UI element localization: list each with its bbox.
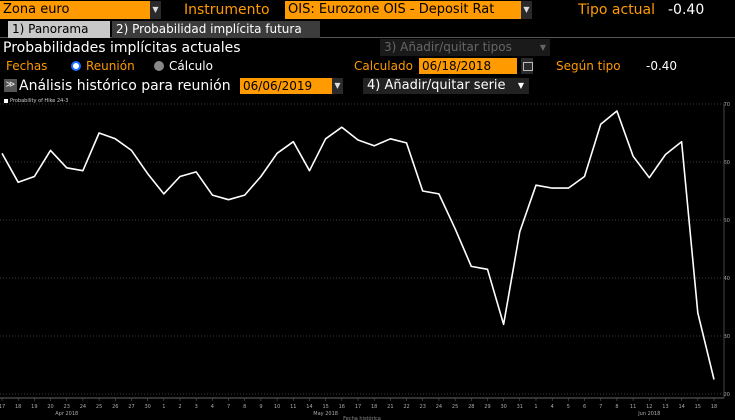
filter-bar: Fechas Reunión Cálculo Calculado 06/18/2… (0, 57, 735, 75)
chart-legend: Probability of Hike 24-3 (4, 98, 68, 104)
x-tick-label: 19 (31, 404, 37, 410)
history-label: Análisis histórico para reunión (19, 78, 231, 94)
x-tick-label: 3 (195, 404, 198, 410)
add-series-button[interactable]: 4) Añadir/quitar serie ▼ (363, 78, 529, 94)
x-tick-label: 7 (599, 404, 602, 410)
x-tick-label: 26 (112, 404, 118, 410)
section-title: Probabilidades implícitas actuales (3, 40, 241, 56)
x-tick-label: 2 (178, 404, 181, 410)
by-rate-label: Según tipo (556, 59, 621, 73)
x-tick-label: 18 (371, 404, 377, 410)
x-tick-label: 25 (452, 404, 458, 410)
legend-swatch (4, 98, 8, 103)
x-tick-label: 17 (0, 404, 5, 410)
x-tick-label: 4 (211, 404, 214, 410)
x-tick-label: 14 (678, 404, 684, 410)
x-tick-label: 4 (551, 404, 554, 410)
month-label: Apr 2018 (55, 411, 78, 417)
option-calc-label[interactable]: Cálculo (169, 59, 213, 73)
x-tick-label: 14 (306, 404, 312, 410)
option-meeting-label[interactable]: Reunión (86, 59, 135, 73)
x-tick-label: 11 (290, 404, 296, 410)
header-bar: Zona euro ▼ Instrumento OIS: Eurozone OI… (0, 0, 735, 20)
x-tick-label: 10 (274, 404, 280, 410)
x-tick-label: 12 (646, 404, 652, 410)
history-chart[interactable]: 20 30 40 50 60 70 17 18 19 20 23 24 25 26 27 30 1 2 3 4 7 8 9 1… (0, 96, 735, 420)
x-tick-label: 29 (484, 404, 490, 410)
x-tick-label: 5 (567, 404, 570, 410)
y-tick-label: 30 (724, 334, 730, 340)
x-tick-label: 8 (243, 404, 246, 410)
x-tick-label: 30 (500, 404, 506, 410)
tab-future-probability[interactable]: 2) Probabilidad implícita futura (112, 21, 320, 38)
expand-icon[interactable]: ≫ (4, 79, 17, 92)
x-tick-label: 8 (615, 404, 618, 410)
month-label: Jun 2018 (637, 411, 660, 417)
tab-bar: 1) Panorama 2) Probabilidad implícita fu… (0, 20, 735, 38)
x-tick-label: 23 (64, 404, 70, 410)
x-tick-label: 17 (355, 404, 361, 410)
zone-select[interactable]: Zona euro (0, 1, 150, 19)
dates-label: Fechas (6, 59, 48, 73)
x-tick-label: 18 (15, 404, 21, 410)
calculated-date-input[interactable]: 06/18/2018 (419, 58, 517, 74)
legend-label: Probability of Hike 24-3 (10, 98, 69, 104)
radio-calc[interactable] (154, 61, 164, 71)
x-tick-label: 1 (162, 404, 165, 410)
calculated-label: Calculado (354, 59, 413, 73)
x-tick-label: 23 (420, 404, 426, 410)
month-label: May 2018 (313, 411, 338, 417)
tab-panorama[interactable]: 1) Panorama (8, 21, 110, 38)
section-header: Probabilidades implícitas actuales 3) Añ… (0, 38, 735, 58)
x-tick-label: 20 (47, 404, 53, 410)
x-tick-label: 24 (436, 404, 442, 410)
add-types-label: 3) Añadir/quitar tipos (384, 40, 512, 54)
x-tick-label: 7 (227, 404, 230, 410)
instrument-label: Instrumento (184, 2, 270, 18)
x-tick-label: 25 (96, 404, 102, 410)
series-line (1, 110, 715, 380)
x-tick-label: 28 (468, 404, 474, 410)
chevron-down-icon: ▼ (539, 43, 546, 52)
radio-meeting[interactable] (71, 61, 81, 71)
x-tick-label: 9 (259, 404, 262, 410)
x-tick-label: 22 (403, 404, 409, 410)
y-tick-label: 60 (724, 160, 730, 166)
x-tick-label: 24 (80, 404, 86, 410)
current-rate-label: Tipo actual (578, 2, 656, 18)
x-tick-label: 6 (583, 404, 586, 410)
meeting-date-value: 06/06/2019 (243, 79, 313, 93)
add-types-button[interactable]: 3) Añadir/quitar tipos ▼ (380, 39, 550, 56)
chevron-down-icon[interactable]: ▼ (521, 1, 532, 19)
chevron-down-icon: ▼ (517, 81, 524, 90)
x-tick-label: 11 (630, 404, 636, 410)
instrument-select[interactable]: OIS: Eurozone OIS - Deposit Rat (285, 1, 521, 19)
x-tick-label: 1 (534, 404, 537, 410)
x-tick-label: 21 (387, 404, 393, 410)
add-series-label: 4) Añadir/quitar serie (367, 78, 506, 93)
y-tick-label: 70 (724, 102, 730, 108)
y-tick-label: 50 (724, 218, 730, 224)
current-rate-value: -0.40 (668, 2, 705, 18)
x-tick-label: 15 (322, 404, 328, 410)
x-tick-label: 31 (517, 404, 523, 410)
x-tick-label: 18 (711, 404, 717, 410)
calendar-icon[interactable] (521, 58, 533, 74)
x-tick-label: 15 (695, 404, 701, 410)
by-rate-value: -0.40 (646, 59, 678, 73)
chevron-down-icon[interactable]: ▼ (150, 1, 161, 19)
x-tick-label: 30 (144, 404, 150, 410)
history-bar: ≫ Análisis histórico para reunión 06/06/… (0, 76, 735, 96)
x-tick-label: 13 (662, 404, 668, 410)
x-tick-label: 27 (128, 404, 134, 410)
chevron-down-icon: ▼ (332, 78, 343, 94)
meeting-date-select[interactable]: 06/06/2019 ▼ (240, 78, 343, 94)
y-tick-label: 20 (724, 392, 730, 398)
y-tick-label: 40 (724, 276, 730, 282)
x-axis-title: Fecha histórica (343, 415, 381, 420)
x-tick-label: 16 (339, 404, 345, 410)
